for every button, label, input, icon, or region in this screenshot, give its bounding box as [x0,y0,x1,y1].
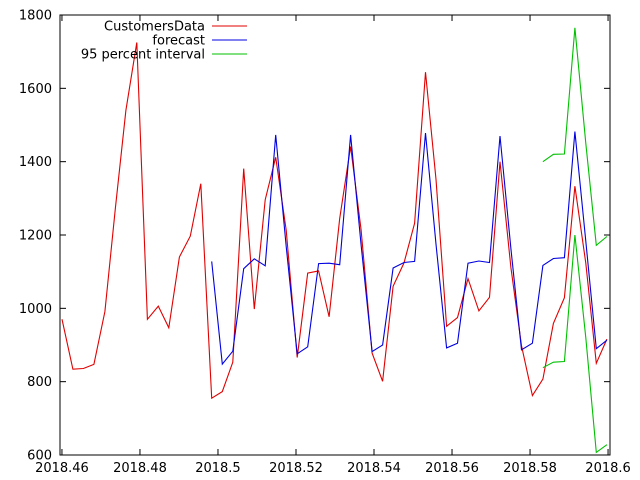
x-tick-label: 2018.46 [35,461,89,476]
legend-label: CustomersData [104,20,205,35]
x-tick-label: 2018.6 [585,461,631,476]
x-tick-label: 2018.52 [269,461,323,476]
series-line-customersdata [61,42,608,400]
legend-label: forecast [152,34,205,49]
x-tick-label: 2018.56 [425,461,479,476]
series-line-forecast [211,131,608,366]
y-tick-label: 600 [27,449,52,464]
x-tick-label: 2018.58 [503,461,557,476]
y-tick-label: 800 [27,375,52,390]
series-line-95-percent-interval-upper [542,27,608,247]
x-tick-label: 2018.5 [195,461,241,476]
x-tick-label: 2018.54 [347,461,401,476]
series-layer [61,27,608,454]
y-tick-label: 1200 [19,229,52,244]
axis-ticks: 2018.46 2018.48 2018.5 2018.52 2018.54 2018.5… [19,9,631,477]
y-tick-label: 1600 [19,82,52,97]
y-tick-label: 1800 [19,9,52,24]
x-tick-label: 2018.48 [113,461,167,476]
y-tick-label: 1400 [19,155,52,170]
plot-frame [59,14,611,456]
series-line-95-percent-interval-lower [542,234,608,454]
legend-label: 95 percent interval [81,48,205,63]
y-tick-label: 1000 [19,302,52,317]
